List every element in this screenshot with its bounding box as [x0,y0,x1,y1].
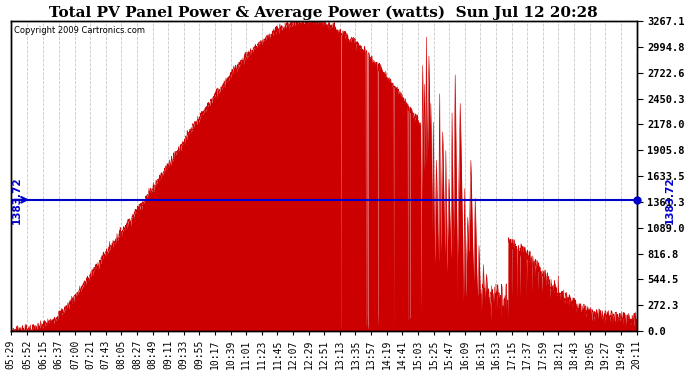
Title: Total PV Panel Power & Average Power (watts)  Sun Jul 12 20:28: Total PV Panel Power & Average Power (wa… [49,6,598,20]
Text: 1383.72: 1383.72 [12,176,21,224]
Text: 1383.72: 1383.72 [664,176,675,224]
Text: Copyright 2009 Cartronics.com: Copyright 2009 Cartronics.com [14,26,145,35]
